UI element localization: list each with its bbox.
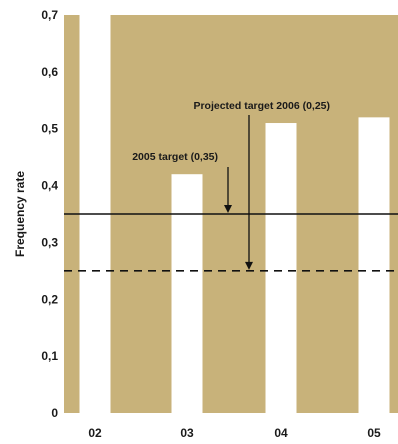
y-axis-ticks: 0 0,1 0,2 0,3 0,4 0,5 0,6 0,7 <box>41 8 58 420</box>
x-axis-ticks: 02 03 04 05 <box>88 426 381 440</box>
annotations-group: Projected target 2006 (0,25) 2005 target … <box>132 100 330 270</box>
x-tick-label: 02 <box>88 426 102 440</box>
x-tick-label: 05 <box>367 426 381 440</box>
projected-target-annotation: Projected target 2006 (0,25) <box>193 100 330 112</box>
projected-target-arrow-head <box>245 261 253 270</box>
y-axis-label: Frequency rate <box>13 171 27 257</box>
bar-04 <box>265 123 297 414</box>
y-tick-label: 0,5 <box>41 122 58 136</box>
bar-05 <box>358 117 390 413</box>
x-tick-label: 03 <box>180 426 194 440</box>
y-tick-label: 0,4 <box>41 179 58 193</box>
reference-lines-group <box>64 213 398 272</box>
y-tick-label: 0,6 <box>41 65 58 79</box>
y-tick-label: 0,2 <box>41 292 58 306</box>
target-2005-annotation: 2005 target (0,35) <box>132 151 218 163</box>
x-tick-label: 04 <box>274 426 288 440</box>
y-tick-label: 0,3 <box>41 235 58 249</box>
y-tick-label: 0,1 <box>41 349 58 363</box>
y-tick-label: 0 <box>51 406 58 420</box>
target-2005-arrow-head <box>224 205 232 213</box>
bar-03 <box>171 174 203 413</box>
y-tick-label: 0,7 <box>41 8 58 22</box>
